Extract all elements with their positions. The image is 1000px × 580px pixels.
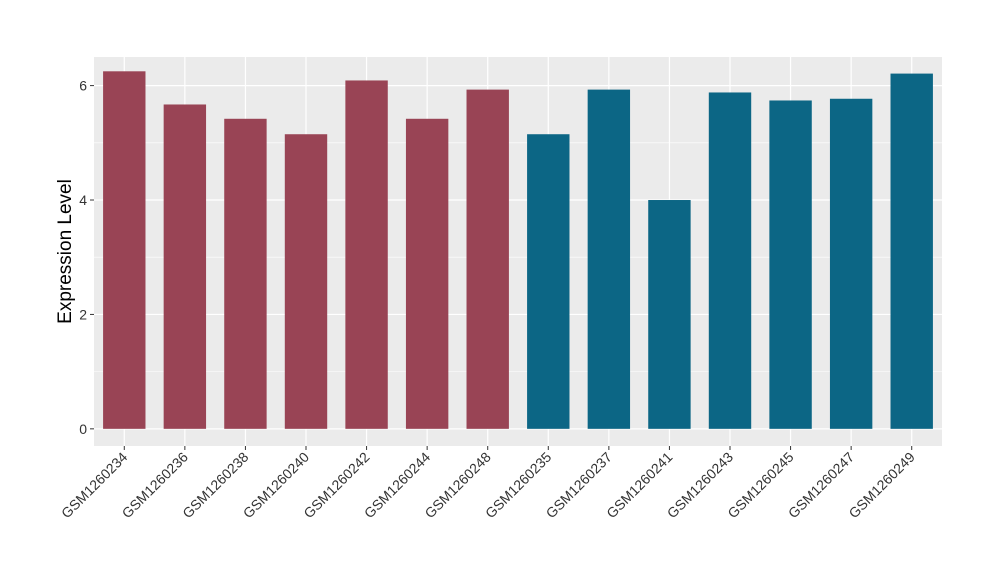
y-tick-label: 6 <box>79 78 87 94</box>
bar-GSM1260240 <box>284 134 328 429</box>
bar-GSM1260237 <box>587 89 631 429</box>
bar-GSM1260242 <box>345 80 388 429</box>
bar-GSM1260236 <box>163 104 207 429</box>
bar-GSM1260248 <box>466 89 509 429</box>
bar-GSM1260234 <box>103 71 146 429</box>
y-tick-label: 0 <box>79 421 87 437</box>
bar-GSM1260249 <box>890 73 933 429</box>
plot-panel <box>94 57 942 446</box>
bars-group <box>103 71 933 429</box>
y-axis: 0 2 4 6 <box>79 78 94 437</box>
y-tick-label: 2 <box>79 306 87 322</box>
x-axis: GSM1260234GSM1260236GSM1260238GSM1260240… <box>58 446 918 521</box>
bar-GSM1260241 <box>648 200 691 429</box>
bar-GSM1260243 <box>708 92 752 429</box>
bar-GSM1260244 <box>405 118 449 429</box>
y-axis-title: Expression Level <box>55 179 76 324</box>
bar-GSM1260238 <box>224 118 267 429</box>
bar-GSM1260247 <box>829 98 873 429</box>
bar-GSM1260245 <box>769 100 812 429</box>
y-tick-label: 4 <box>79 192 87 208</box>
bar-GSM1260235 <box>527 134 570 429</box>
